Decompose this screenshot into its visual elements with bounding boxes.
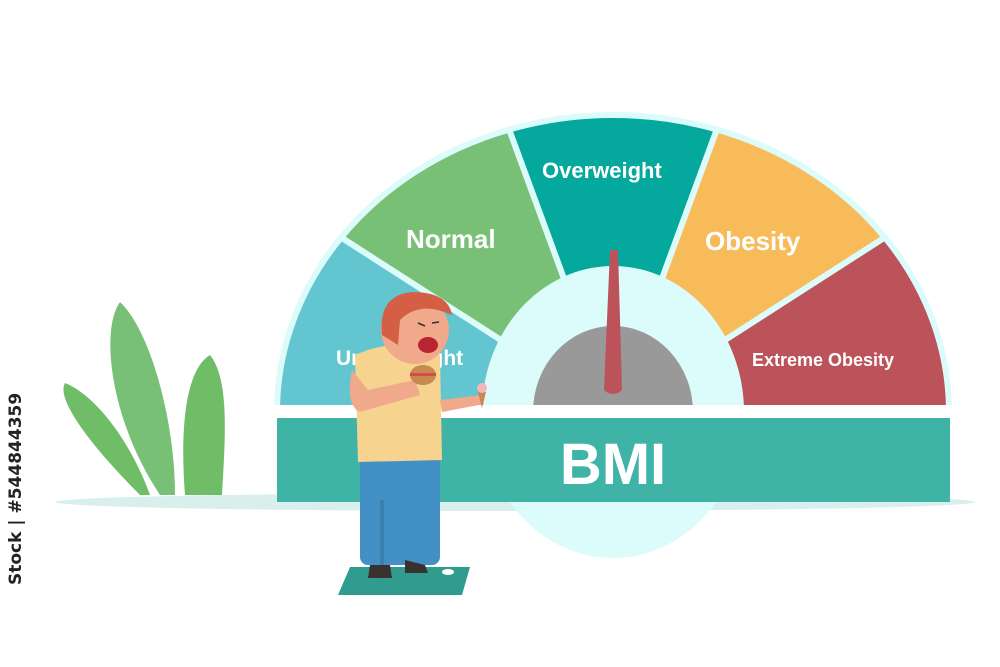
segment-label-obesity: Obesity — [705, 226, 801, 256]
stock-id-watermark: Stock | #544844359 — [6, 392, 26, 585]
bmi-title: BMI — [560, 432, 666, 497]
person-on-scale — [338, 292, 487, 595]
segment-label-overweight: Overweight — [542, 158, 662, 183]
plant-icon — [63, 302, 225, 495]
segment-label-normal: Normal — [406, 224, 496, 254]
segment-label-extreme-obesity: Extreme Obesity — [752, 350, 894, 370]
ice-cream-icon — [478, 392, 486, 408]
gauge-needle — [604, 250, 622, 394]
